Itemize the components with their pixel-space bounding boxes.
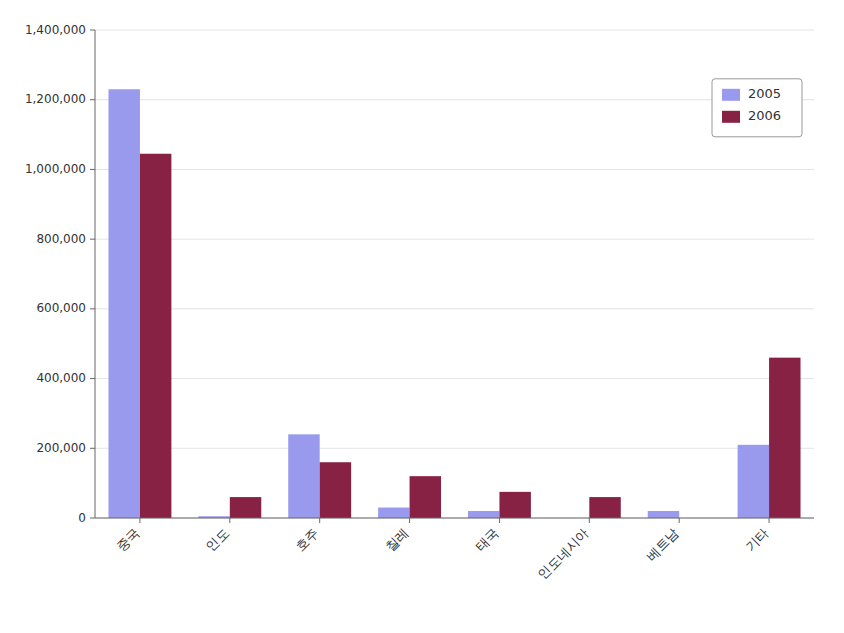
grid-line [95, 518, 814, 519]
x-tick-label: 인도네시아 [535, 526, 592, 583]
x-tick-label: 베트남 [643, 526, 681, 564]
grid-line [95, 30, 814, 31]
y-tick [90, 239, 95, 240]
x-tick [769, 518, 770, 523]
grid-line [95, 239, 814, 240]
y-tick [90, 448, 95, 449]
x-tick-label: 인도 [203, 526, 232, 555]
y-tick-label: 1,400,000 [25, 23, 86, 37]
y-tick-label: 200,000 [36, 441, 86, 455]
legend-swatch [722, 111, 740, 123]
bar [738, 445, 769, 518]
bar [648, 511, 679, 518]
x-tick [589, 518, 590, 523]
x-tick-label: 칠레 [383, 526, 412, 555]
y-tick [90, 308, 95, 309]
bar [769, 358, 800, 518]
grid-line [95, 169, 814, 170]
x-tick [319, 518, 320, 523]
bar [499, 492, 530, 518]
y-tick [90, 30, 95, 31]
bar [230, 497, 261, 518]
y-tick-label: 0 [78, 511, 86, 525]
x-tick-label: 기타 [742, 526, 771, 555]
x-tick [679, 518, 680, 523]
legend: 2005 2006 [712, 79, 802, 137]
y-tick [90, 378, 95, 379]
y-tick [90, 99, 95, 100]
bar [320, 462, 351, 518]
legend-label: 2006 [748, 108, 781, 123]
x-tick [139, 518, 140, 523]
y-tick-label: 1,000,000 [25, 162, 86, 176]
bar [378, 508, 409, 518]
legend-box [712, 79, 802, 137]
y-tick-label: 1,200,000 [25, 92, 86, 106]
bar [108, 89, 139, 518]
chart-container: 0 200,000 400,000 600,000 800,000 1,000,000 1,… [0, 0, 844, 633]
grid-line [95, 99, 814, 100]
x-tick [229, 518, 230, 523]
x-tick [409, 518, 410, 523]
bar [140, 154, 171, 518]
bar [410, 476, 441, 518]
grid-line [95, 448, 814, 449]
bar [288, 434, 319, 518]
grid-line [95, 308, 814, 309]
grid-line [95, 378, 814, 379]
x-tick-label: 호주 [293, 526, 322, 555]
axes [95, 30, 814, 518]
y-tick-label: 800,000 [36, 232, 86, 246]
x-tick [499, 518, 500, 523]
y-tick-label: 600,000 [36, 301, 86, 315]
y-tick-label: 400,000 [36, 371, 86, 385]
y-tick [90, 518, 95, 519]
x-axis-line [95, 518, 814, 519]
legend-label: 2005 [748, 86, 781, 101]
y-axis: 0 200,000 400,000 600,000 800,000 1,000,000 1,… [25, 23, 814, 525]
x-tick-label: 태국 [473, 526, 502, 555]
x-tick-label: 중국 [113, 526, 142, 555]
bars [108, 89, 800, 518]
bar [468, 511, 499, 518]
y-axis-line [95, 30, 96, 518]
y-tick [90, 169, 95, 170]
bar [589, 497, 620, 518]
legend-swatch [722, 89, 740, 101]
x-axis: 중국 인도 호주 칠레 태국 인도네시아 베트남 기타 [113, 518, 771, 582]
chart-svg: 0 200,000 400,000 600,000 800,000 1,000,000 1,… [0, 0, 844, 633]
